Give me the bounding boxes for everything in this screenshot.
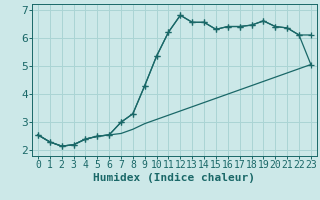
X-axis label: Humidex (Indice chaleur): Humidex (Indice chaleur) — [93, 173, 255, 183]
